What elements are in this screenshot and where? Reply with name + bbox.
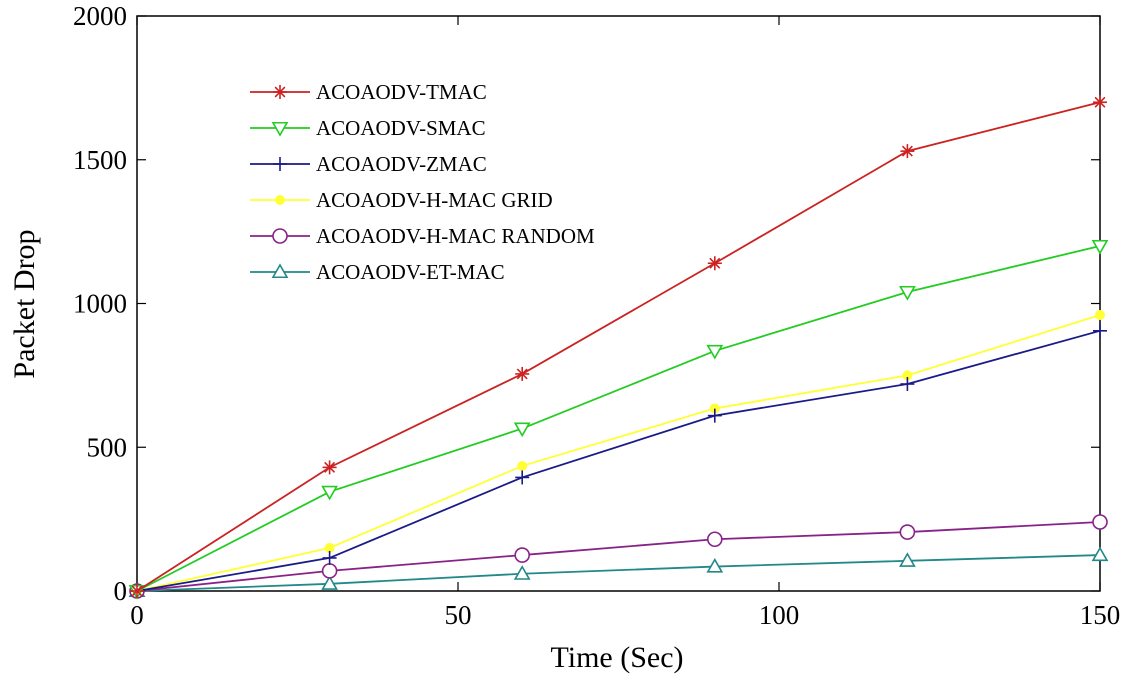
- data-point: [706, 531, 723, 548]
- series-line: [136, 101, 1101, 592]
- series-line: [136, 314, 1101, 592]
- data-point: [900, 377, 915, 391]
- legend-label: ACOAODV-H-MAC RANDOM: [316, 224, 595, 248]
- series-acoaodv-h-mac-grid: [132, 310, 1105, 596]
- data-point: [900, 144, 915, 159]
- data-point: [899, 552, 916, 567]
- data-point: [515, 366, 530, 381]
- y-axis-title: Packet Drop: [8, 229, 41, 378]
- plot-frame: [136, 15, 1101, 592]
- y-tick-label: 500: [87, 432, 128, 462]
- data-point: [1095, 310, 1105, 320]
- series-acoaodv-et-mac: [128, 546, 1109, 598]
- legend-label: ACOAODV-ZMAC: [316, 152, 487, 176]
- data-point: [1092, 514, 1108, 530]
- data-point: [322, 550, 337, 565]
- series-acoaodv-smac: [128, 239, 1109, 600]
- legend-item: ACOAODV-H-MAC GRID: [250, 188, 553, 212]
- legend-label: ACOAODV-ET-MAC: [316, 260, 505, 284]
- data-point: [706, 344, 724, 360]
- data-point: [706, 557, 724, 573]
- x-tick-label: 100: [759, 600, 800, 630]
- series-acoaodv-tmac: [130, 95, 1107, 598]
- data-point: [321, 563, 338, 579]
- data-point: [321, 575, 338, 590]
- y-tick-label: 1500: [73, 145, 127, 175]
- x-tick-label: 0: [130, 600, 144, 630]
- data-point: [517, 460, 528, 471]
- data-point: [321, 485, 338, 501]
- legend-marker: [272, 228, 288, 244]
- y-tick-label: 2000: [73, 1, 127, 31]
- legend-label: ACOAODV-TMAC: [316, 80, 487, 104]
- data-point: [707, 408, 722, 423]
- y-tick-label: 0: [114, 576, 128, 606]
- data-point: [899, 285, 916, 301]
- data-point: [1091, 239, 1109, 255]
- series-line: [136, 245, 1101, 592]
- y-tick-label: 1000: [73, 289, 127, 319]
- data-point: [1091, 546, 1109, 562]
- data-point: [515, 470, 530, 485]
- legend-marker: [273, 157, 287, 171]
- legend-marker: [271, 121, 289, 137]
- legend-item: ACOAODV-ZMAC: [250, 152, 487, 176]
- x-axis-title: Time (Sec): [550, 641, 683, 674]
- legend-item: ACOAODV-H-MAC RANDOM: [250, 224, 595, 248]
- x-tick-label: 150: [1080, 600, 1121, 630]
- data-point: [899, 524, 916, 540]
- legend: ACOAODV-TMAC ACOAODV-SMAC ACOAODV-ZMAC ACOA…: [250, 80, 595, 284]
- data-point: [130, 584, 144, 598]
- data-point: [514, 547, 531, 563]
- legend-label: ACOAODV-SMAC: [316, 116, 486, 140]
- legend-marker: [275, 195, 285, 205]
- legend-label: ACOAODV-H-MAC GRID: [316, 188, 553, 212]
- data-point: [707, 256, 722, 271]
- data-point: [322, 460, 337, 475]
- legend-marker: [271, 263, 289, 279]
- data-point: [513, 565, 531, 580]
- series-line: [136, 329, 1101, 592]
- legend-item: ACOAODV-TMAC: [250, 80, 487, 104]
- series-acoaodv-zmac: [130, 323, 1107, 598]
- data-point: [513, 422, 531, 438]
- x-tick-label: 50: [445, 600, 472, 630]
- legend-item: ACOAODV-ET-MAC: [250, 260, 505, 284]
- data-point: [1093, 95, 1107, 110]
- legend-marker: [273, 85, 287, 99]
- data-point: [1093, 323, 1107, 338]
- series-line: [136, 521, 1101, 592]
- series-line: [136, 554, 1101, 592]
- legend-item: ACOAODV-SMAC: [250, 116, 486, 140]
- series-layer: [128, 95, 1109, 600]
